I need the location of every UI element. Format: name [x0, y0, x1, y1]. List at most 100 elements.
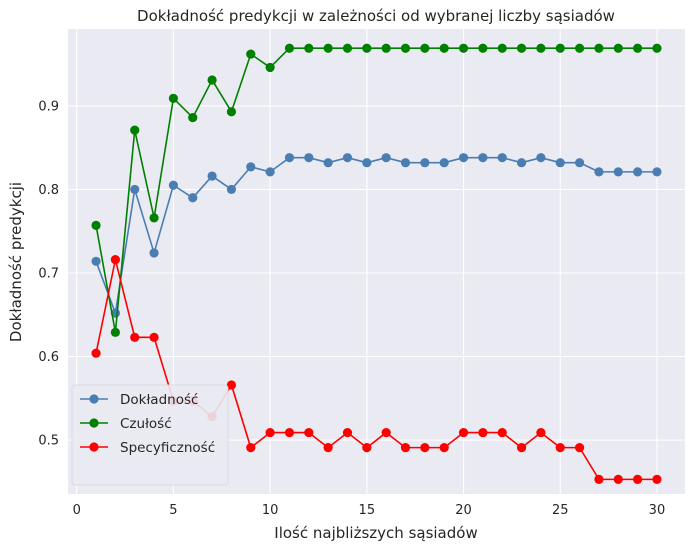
data-point [110, 327, 120, 337]
data-point [362, 443, 372, 453]
data-point [497, 427, 507, 438]
data-point [420, 443, 430, 453]
data-point [516, 443, 527, 453]
data-point [613, 43, 623, 53]
data-point [574, 158, 585, 168]
data-point [381, 427, 391, 438]
data-point [362, 158, 372, 168]
legend-marker [89, 394, 99, 404]
data-point [400, 158, 411, 168]
chart-title: Dokładność predykcji w zależności od wyb… [137, 7, 615, 25]
y-tick-label: 0.7 [38, 266, 59, 281]
x-tick-label: 5 [169, 503, 177, 518]
series-Dokładność [91, 153, 662, 318]
data-point [555, 443, 565, 453]
data-point [188, 112, 198, 123]
data-point [555, 43, 565, 53]
data-point [633, 167, 643, 177]
data-point [516, 43, 527, 53]
legend: Dokładność Czułość Specyficzność [71, 384, 229, 486]
data-point [574, 443, 585, 453]
data-point [284, 153, 295, 163]
data-point [130, 332, 140, 342]
data-point [207, 75, 217, 85]
data-point [594, 43, 604, 53]
data-point [304, 427, 314, 438]
y-axis-label: Dokładność predykcji [7, 182, 25, 342]
data-point [91, 220, 101, 230]
data-point [265, 167, 275, 177]
data-point [458, 43, 469, 53]
data-point [284, 43, 295, 53]
data-point [420, 43, 430, 53]
data-point [342, 153, 353, 163]
data-point [207, 171, 217, 181]
data-point [613, 474, 623, 484]
data-point [574, 43, 585, 53]
legend-label: Dokładność [120, 392, 198, 408]
data-point [652, 474, 662, 484]
legend-box [71, 384, 229, 486]
data-point [188, 193, 198, 203]
legend-marker [89, 418, 99, 428]
y-tick-label: 0.5 [38, 434, 59, 449]
legend-label: Czułość [120, 416, 172, 432]
data-point [323, 158, 333, 168]
x-axis-ticks: 0 5 10 15 20 25 30 [73, 503, 666, 518]
data-point [439, 443, 449, 453]
data-point [633, 43, 643, 53]
y-tick-label: 0.8 [38, 183, 59, 198]
data-point [226, 380, 237, 390]
data-point [516, 158, 527, 168]
data-point [130, 125, 140, 135]
data-point [536, 153, 546, 163]
data-point [381, 153, 391, 163]
y-tick-label: 0.9 [38, 99, 59, 114]
data-point [342, 43, 353, 53]
data-point [439, 43, 449, 53]
data-point [536, 43, 546, 53]
data-point [362, 43, 372, 53]
y-tick-label: 0.6 [38, 350, 59, 365]
data-point [226, 107, 237, 117]
data-point [439, 158, 449, 168]
y-axis-ticks: 0.5 0.6 0.7 0.8 0.9 [38, 99, 59, 448]
data-point [149, 248, 159, 258]
data-point [478, 43, 488, 53]
data-point [246, 162, 256, 172]
x-tick-label: 30 [649, 503, 666, 518]
x-tick-label: 20 [455, 503, 472, 518]
data-point [91, 348, 101, 358]
data-point [226, 184, 237, 195]
data-point [265, 427, 275, 438]
data-point [246, 49, 256, 59]
data-point [284, 427, 295, 438]
data-point [149, 332, 159, 342]
x-tick-label: 0 [73, 503, 81, 518]
x-axis-label: Ilość najbliższych sąsiadów [274, 524, 477, 542]
legend-marker [89, 442, 99, 452]
data-point [323, 443, 333, 453]
data-point [555, 158, 565, 168]
data-point [420, 158, 430, 168]
data-point [149, 213, 159, 223]
data-point [497, 153, 507, 163]
data-point [400, 43, 411, 53]
data-point [304, 43, 314, 53]
data-point [168, 93, 179, 103]
data-point [381, 43, 391, 53]
series-Czułość [91, 43, 662, 337]
data-point [594, 474, 604, 484]
x-tick-label: 15 [359, 503, 376, 518]
data-point [633, 474, 643, 484]
data-point [536, 427, 546, 438]
data-point [478, 427, 488, 438]
data-point [323, 43, 333, 53]
data-point [168, 180, 179, 190]
data-point [342, 427, 353, 438]
data-point [652, 167, 662, 177]
data-point [304, 153, 314, 163]
legend-label: Specyficzność [120, 440, 215, 456]
data-point [652, 43, 662, 53]
